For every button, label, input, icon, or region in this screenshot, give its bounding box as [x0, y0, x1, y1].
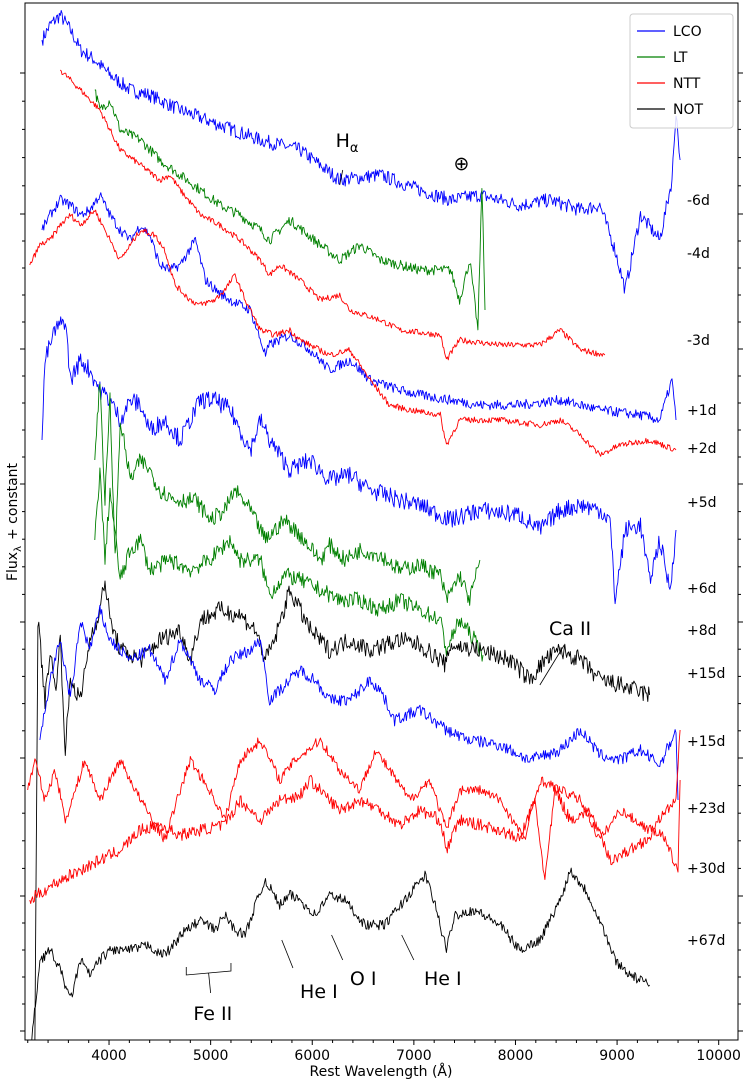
x-tick-label: 6000: [294, 1048, 330, 1064]
epoch-label: +23d: [687, 801, 725, 817]
epoch-labels: -6d -4d -3d +1d +2d +5d +6d +8d +15d +15d +23d +30d…: [687, 193, 725, 949]
epoch-label: +1d: [687, 403, 717, 419]
annotation-text: He I: [424, 968, 462, 990]
legend-label: LT: [673, 50, 688, 66]
x-tick-label: 7000: [396, 1048, 432, 1064]
legend-label: NTT: [673, 76, 701, 92]
spectrum-line-10: [27, 729, 681, 843]
epoch-label: +67d: [687, 933, 725, 949]
annotation-text: ⊕: [453, 153, 469, 175]
annotation-text: Ca II: [549, 618, 591, 640]
annotation-leader-line: [331, 934, 344, 961]
annotation-leader-line: [281, 939, 294, 969]
annotation-ca2: Ca II: [549, 618, 591, 640]
fe2-bracket: [185, 963, 232, 994]
legend: LCO LT NTT NOT: [629, 13, 734, 129]
epoch-label: +30d: [687, 861, 725, 877]
spectrum-line-7: [94, 467, 484, 662]
legend-label: NOT: [673, 102, 703, 118]
annotation-telluric: ⊕: [453, 153, 469, 175]
spectrum-line-3: [41, 192, 677, 423]
annotation-leader-line: [401, 934, 415, 961]
annotation-o1: O I: [350, 968, 377, 990]
annotation-text: H: [336, 130, 350, 152]
spectra-series-group: [27, 10, 681, 1041]
annotation-he1a: He I: [300, 981, 338, 1003]
spectrum-line-2: [59, 69, 606, 361]
epoch-label: +15d: [687, 734, 725, 750]
epoch-label: +8d: [687, 623, 717, 639]
spectrum-line-9: [39, 604, 679, 801]
spectrum-line-1: [94, 89, 486, 331]
epoch-label: -6d: [687, 193, 710, 209]
plot-frame: [24, 2, 739, 1041]
epoch-label: +5d: [687, 495, 717, 511]
annotation-leader-line: [539, 644, 565, 686]
x-tick-label: 4000: [91, 1048, 127, 1064]
spectrum-line-8: [34, 580, 651, 1041]
spectrum-line-5: [41, 316, 677, 605]
x-tick-label: 9000: [599, 1048, 635, 1064]
annotation-text: He I: [300, 981, 338, 1003]
epoch-label: +2d: [687, 441, 717, 457]
spectrum-line-4: [29, 209, 677, 457]
y-axis-label: Fluxλ+ constant: [5, 462, 24, 581]
annotation-halpha: Hα: [336, 130, 359, 156]
epoch-label: +15d: [687, 666, 725, 682]
annotation-leader-line: [339, 169, 344, 186]
axis-ticks: 4000 5000 6000 7000 8000 9000 10000: [20, 72, 743, 1064]
spectrum-line-0: [41, 10, 681, 294]
spectrum-line-12: [31, 867, 650, 1041]
x-tick-label: 5000: [193, 1048, 229, 1064]
annotation-text: Fe II: [193, 1003, 232, 1025]
annotation-fe2: Fe II: [193, 1003, 232, 1025]
x-tick-label: 8000: [498, 1048, 534, 1064]
line-annotations: Hα ⊕ Ca II Fe II He I O I He I: [185, 130, 591, 1025]
annotation-text: O I: [350, 968, 377, 990]
spectrum-line-6: [94, 383, 481, 606]
epoch-label: -4d: [687, 246, 710, 262]
legend-box: [629, 13, 734, 129]
legend-label: LCO: [673, 24, 702, 40]
annotation-he1b: He I: [424, 968, 462, 990]
x-tick-label: 10000: [696, 1048, 741, 1064]
epoch-label: -3d: [687, 333, 710, 349]
spectrum-line-11: [29, 774, 681, 904]
epoch-label: +6d: [687, 581, 717, 597]
annotation-subscript: α: [350, 141, 359, 156]
x-axis-label: Rest Wavelength (Å): [310, 1063, 453, 1080]
